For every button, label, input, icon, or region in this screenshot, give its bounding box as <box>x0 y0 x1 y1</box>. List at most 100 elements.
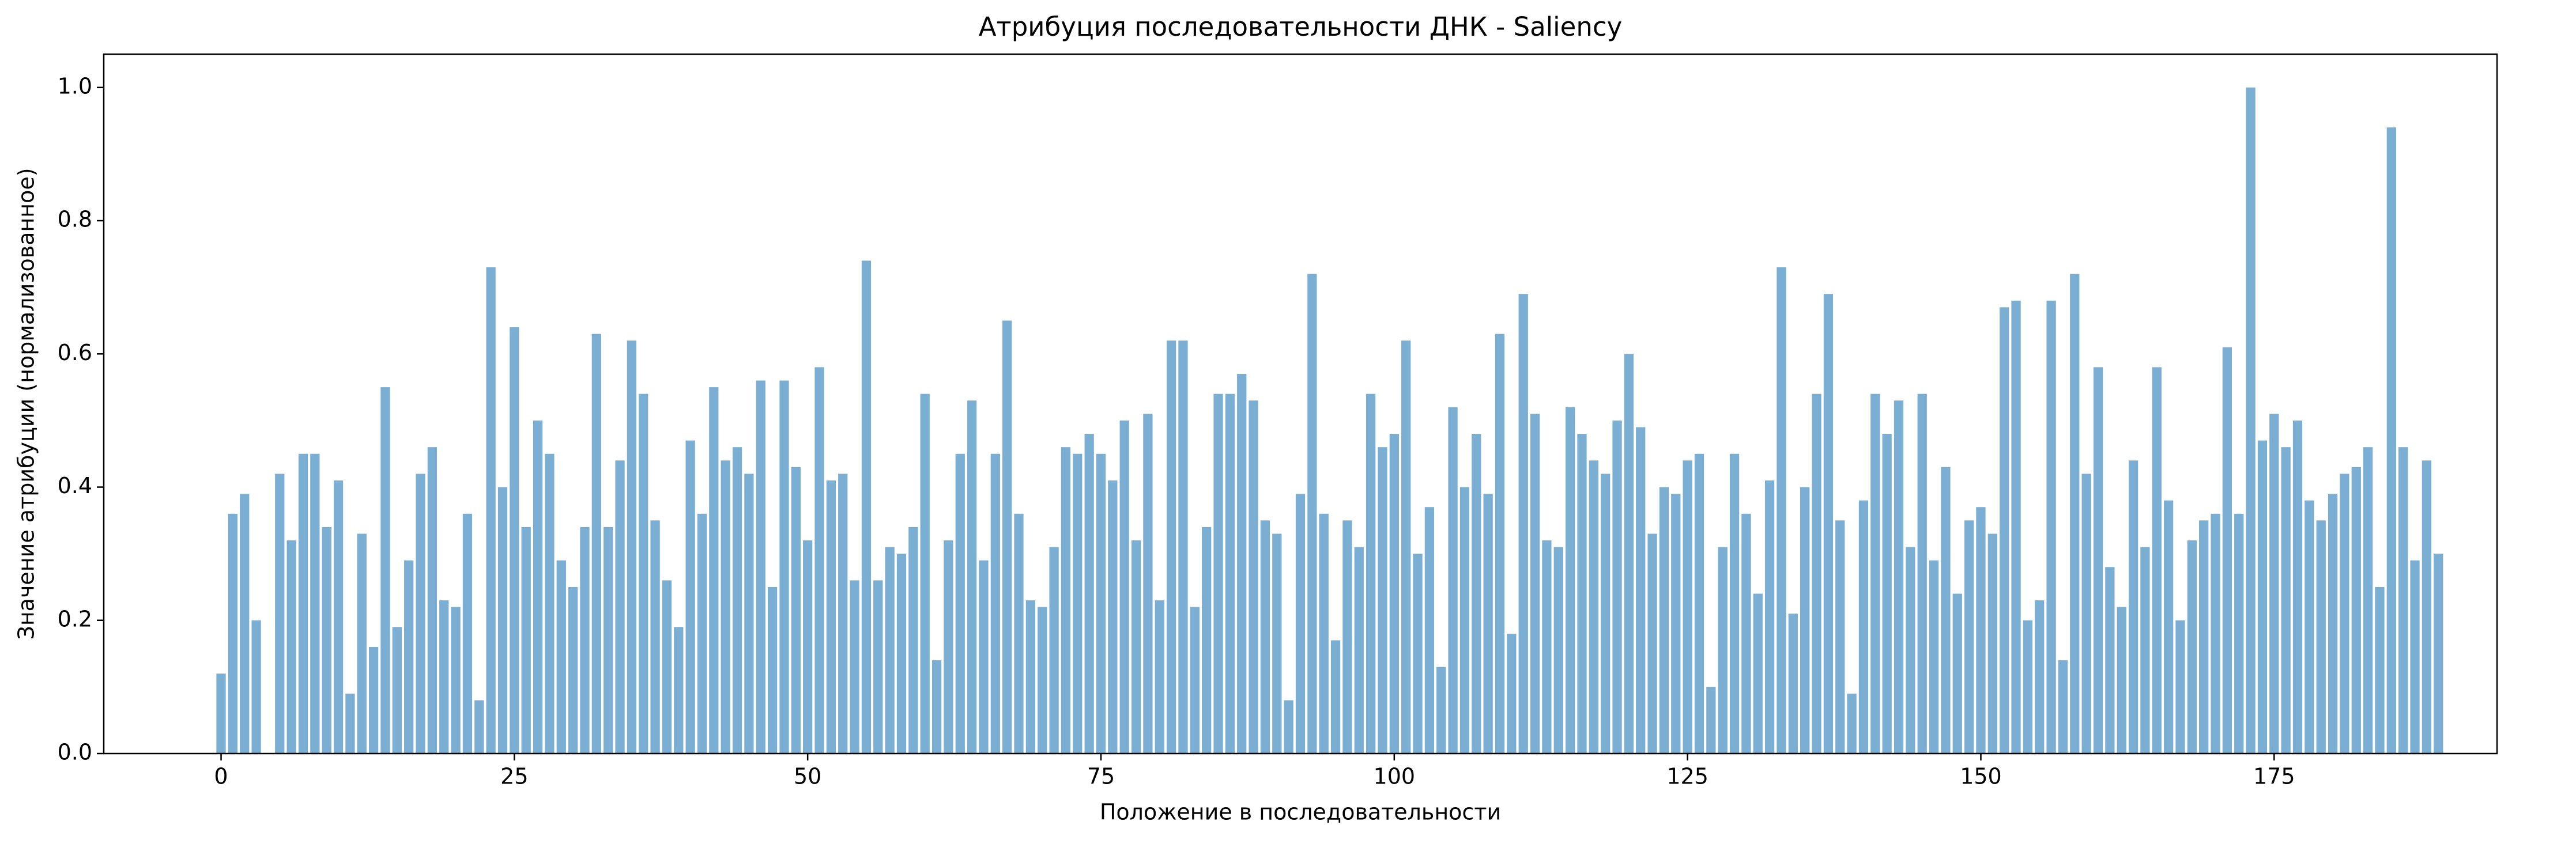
bar <box>1589 460 1598 754</box>
bar <box>873 580 883 754</box>
bar <box>510 327 519 754</box>
bar <box>474 700 484 754</box>
bar <box>885 547 895 754</box>
bar <box>497 487 508 754</box>
bar <box>1143 414 1153 754</box>
bar <box>615 460 625 754</box>
bar <box>251 620 261 754</box>
bar <box>1237 373 1247 754</box>
bar <box>1084 434 1094 754</box>
bar <box>2058 660 2068 754</box>
bar <box>1647 533 1657 754</box>
bar <box>1624 354 1634 754</box>
bar <box>1906 547 1915 754</box>
bar <box>1002 320 1012 754</box>
bar <box>357 533 367 754</box>
y-tick-label: 1.0 <box>58 73 92 99</box>
bar <box>1741 513 1751 754</box>
y-tick-label: 0.4 <box>58 473 92 498</box>
bar <box>1753 593 1763 754</box>
bar <box>2340 474 2349 754</box>
bar <box>368 647 379 754</box>
bar <box>814 367 824 754</box>
bar <box>721 460 730 754</box>
bar <box>639 393 648 754</box>
bar <box>2434 554 2443 754</box>
bar <box>322 527 331 754</box>
bar <box>1096 453 1106 754</box>
bar <box>240 494 250 754</box>
bar <box>1612 420 1622 754</box>
bar <box>2199 520 2209 754</box>
bar <box>1459 487 1470 754</box>
bar <box>791 467 801 754</box>
bar <box>1718 547 1728 754</box>
bar <box>2234 513 2244 754</box>
x-tick-label: 125 <box>1666 764 1708 789</box>
x-tick-label: 175 <box>2253 764 2295 789</box>
bar <box>2410 560 2420 754</box>
bar <box>1424 507 1435 754</box>
bar <box>1190 607 1200 754</box>
bar <box>1342 520 1352 754</box>
bar <box>990 453 1000 754</box>
bar <box>2070 274 2080 754</box>
bar <box>568 586 578 754</box>
bar <box>1706 687 1716 754</box>
bar <box>826 480 836 754</box>
bar <box>1788 614 1798 754</box>
bar <box>2093 367 2103 754</box>
bar <box>1213 393 1223 754</box>
bar <box>1295 494 1306 754</box>
bar <box>462 513 473 754</box>
bar <box>2211 513 2220 754</box>
bar <box>2163 500 2174 754</box>
bar <box>2422 460 2432 754</box>
y-axis-label: Значение атрибуции (нормализованное) <box>14 168 39 639</box>
x-tick-label: 75 <box>1087 764 1115 789</box>
bar <box>521 527 531 754</box>
bar <box>697 513 707 754</box>
bar <box>662 580 672 754</box>
bar <box>920 393 930 754</box>
bar <box>1894 400 1904 754</box>
bar <box>310 453 320 754</box>
bar <box>1800 487 1810 754</box>
bar <box>1636 427 1646 754</box>
bar <box>908 527 918 754</box>
bar <box>345 693 355 754</box>
bar <box>2375 586 2385 754</box>
bar <box>1225 393 1235 754</box>
bar <box>2246 87 2256 754</box>
bar <box>580 527 590 754</box>
bar <box>1777 267 1786 754</box>
bar <box>216 673 226 754</box>
bar <box>1284 700 1293 754</box>
bar <box>2269 414 2279 754</box>
bar <box>967 400 977 754</box>
bar <box>2257 440 2268 754</box>
bar <box>439 600 449 754</box>
bar <box>2328 494 2338 754</box>
y-tick-label: 0.8 <box>58 207 92 232</box>
bar <box>1530 414 1540 754</box>
bar <box>1976 507 1986 754</box>
bar <box>838 474 848 754</box>
x-tick-label: 50 <box>794 764 821 789</box>
bar <box>380 387 390 754</box>
bar <box>2011 300 2021 754</box>
x-tick-label: 150 <box>1960 764 2002 789</box>
bar <box>1507 633 1517 754</box>
bar <box>2292 420 2303 754</box>
bar <box>1166 340 1176 754</box>
bar <box>2305 500 2314 754</box>
bar <box>1847 693 1857 754</box>
bar <box>955 453 965 754</box>
bar <box>2351 467 2361 754</box>
bar <box>1413 554 1423 754</box>
bar <box>333 480 344 754</box>
bar <box>1659 487 1669 754</box>
bar <box>1472 434 1481 754</box>
bar <box>1835 520 1845 754</box>
